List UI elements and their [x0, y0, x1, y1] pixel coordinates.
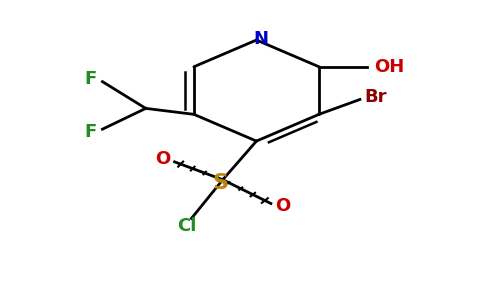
- Text: O: O: [155, 150, 170, 168]
- Text: N: N: [254, 29, 269, 47]
- Text: OH: OH: [374, 58, 405, 76]
- Text: S: S: [212, 173, 228, 193]
- Text: F: F: [84, 70, 96, 88]
- Text: F: F: [84, 123, 96, 141]
- Text: Br: Br: [365, 88, 387, 106]
- Text: Cl: Cl: [177, 217, 197, 235]
- Text: O: O: [275, 197, 290, 215]
